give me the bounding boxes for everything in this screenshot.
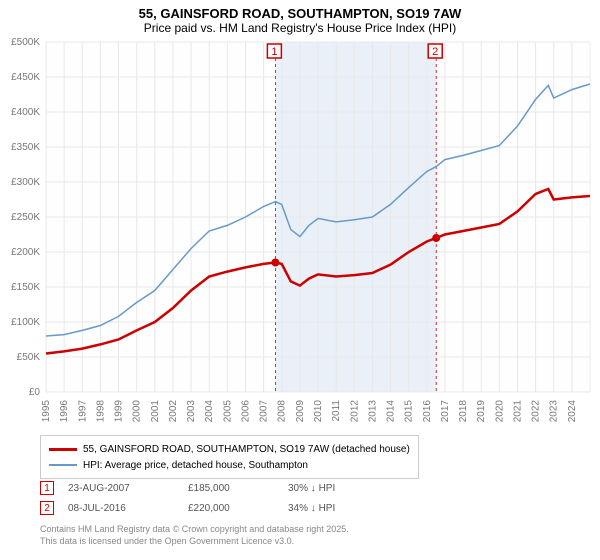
- marker-num-box: 2: [40, 501, 54, 515]
- chart-container: 55, GAINSFORD ROAD, SOUTHAMPTON, SO19 7A…: [0, 0, 600, 560]
- svg-text:2007: 2007: [259, 400, 270, 423]
- svg-text:2012: 2012: [349, 400, 360, 423]
- svg-text:2003: 2003: [186, 400, 197, 423]
- svg-text:2015: 2015: [404, 400, 415, 423]
- svg-text:1995: 1995: [41, 400, 52, 423]
- trans-date: 08-JUL-2016: [68, 503, 188, 514]
- svg-text:1997: 1997: [77, 400, 88, 423]
- svg-text:2: 2: [432, 46, 438, 58]
- svg-text:2006: 2006: [240, 400, 251, 423]
- svg-text:2017: 2017: [440, 400, 451, 423]
- svg-text:2005: 2005: [222, 400, 233, 423]
- svg-text:1999: 1999: [114, 400, 125, 423]
- transaction-table: 1 23-AUG-2007£185,00030% ↓ HPI 2 08-JUL-201…: [40, 478, 388, 518]
- svg-text:1998: 1998: [95, 400, 106, 423]
- swatch-red: [49, 448, 77, 451]
- svg-text:£300K: £300K: [11, 177, 40, 188]
- svg-text:£400K: £400K: [11, 107, 40, 118]
- trans-pct: 30% ↓ HPI: [288, 483, 388, 494]
- svg-text:2021: 2021: [512, 400, 523, 423]
- svg-text:2008: 2008: [277, 400, 288, 423]
- transaction-row: 2 08-JUL-2016£220,00034% ↓ HPI: [40, 498, 388, 518]
- legend: 55, GAINSFORD ROAD, SOUTHAMPTON, SO19 7A…: [40, 435, 419, 479]
- legend-label-blue: HPI: Average price, detached house, Sout…: [83, 460, 308, 471]
- svg-text:£200K: £200K: [11, 247, 40, 258]
- svg-text:2024: 2024: [567, 400, 578, 423]
- chart-svg: £0 £50K £100K £150K £200K £250K £300K £350K £400…: [0, 0, 600, 430]
- svg-text:£100K: £100K: [11, 317, 40, 328]
- svg-text:£0: £0: [29, 387, 41, 398]
- transaction-row: 1 23-AUG-2007£185,00030% ↓ HPI: [40, 478, 388, 498]
- svg-text:2020: 2020: [494, 400, 505, 423]
- swatch-blue: [49, 464, 77, 466]
- trans-date: 23-AUG-2007: [68, 483, 188, 494]
- svg-text:1: 1: [271, 46, 277, 58]
- footer: Contains HM Land Registry data © Crown c…: [40, 524, 349, 547]
- svg-text:2022: 2022: [531, 400, 542, 423]
- svg-text:1996: 1996: [59, 400, 70, 423]
- svg-text:2023: 2023: [549, 400, 560, 423]
- svg-text:2018: 2018: [458, 400, 469, 423]
- svg-text:£500K: £500K: [11, 37, 40, 48]
- svg-text:2010: 2010: [313, 400, 324, 423]
- svg-text:£50K: £50K: [17, 352, 41, 363]
- legend-label-red: 55, GAINSFORD ROAD, SOUTHAMPTON, SO19 7A…: [83, 444, 410, 455]
- svg-text:£250K: £250K: [11, 212, 40, 223]
- trans-price: £185,000: [188, 483, 288, 494]
- svg-text:2011: 2011: [331, 400, 342, 422]
- footer-line2: This data is licensed under the Open Gov…: [40, 536, 349, 548]
- svg-text:£150K: £150K: [11, 282, 40, 293]
- marker-num-box: 1: [40, 481, 54, 495]
- svg-text:2016: 2016: [422, 400, 433, 423]
- svg-text:2004: 2004: [204, 400, 215, 423]
- svg-text:2009: 2009: [295, 400, 306, 423]
- svg-text:£350K: £350K: [11, 142, 40, 153]
- svg-text:2014: 2014: [386, 400, 397, 423]
- svg-text:2013: 2013: [367, 400, 378, 423]
- footer-line1: Contains HM Land Registry data © Crown c…: [40, 524, 349, 536]
- svg-text:2002: 2002: [168, 400, 179, 423]
- trans-pct: 34% ↓ HPI: [288, 503, 388, 514]
- legend-row-red: 55, GAINSFORD ROAD, SOUTHAMPTON, SO19 7A…: [49, 441, 410, 457]
- legend-row-blue: HPI: Average price, detached house, Sout…: [49, 457, 410, 473]
- svg-text:2019: 2019: [476, 400, 487, 423]
- svg-text:2000: 2000: [132, 400, 143, 423]
- svg-text:2001: 2001: [150, 400, 161, 423]
- trans-price: £220,000: [188, 503, 288, 514]
- svg-text:£450K: £450K: [11, 72, 40, 83]
